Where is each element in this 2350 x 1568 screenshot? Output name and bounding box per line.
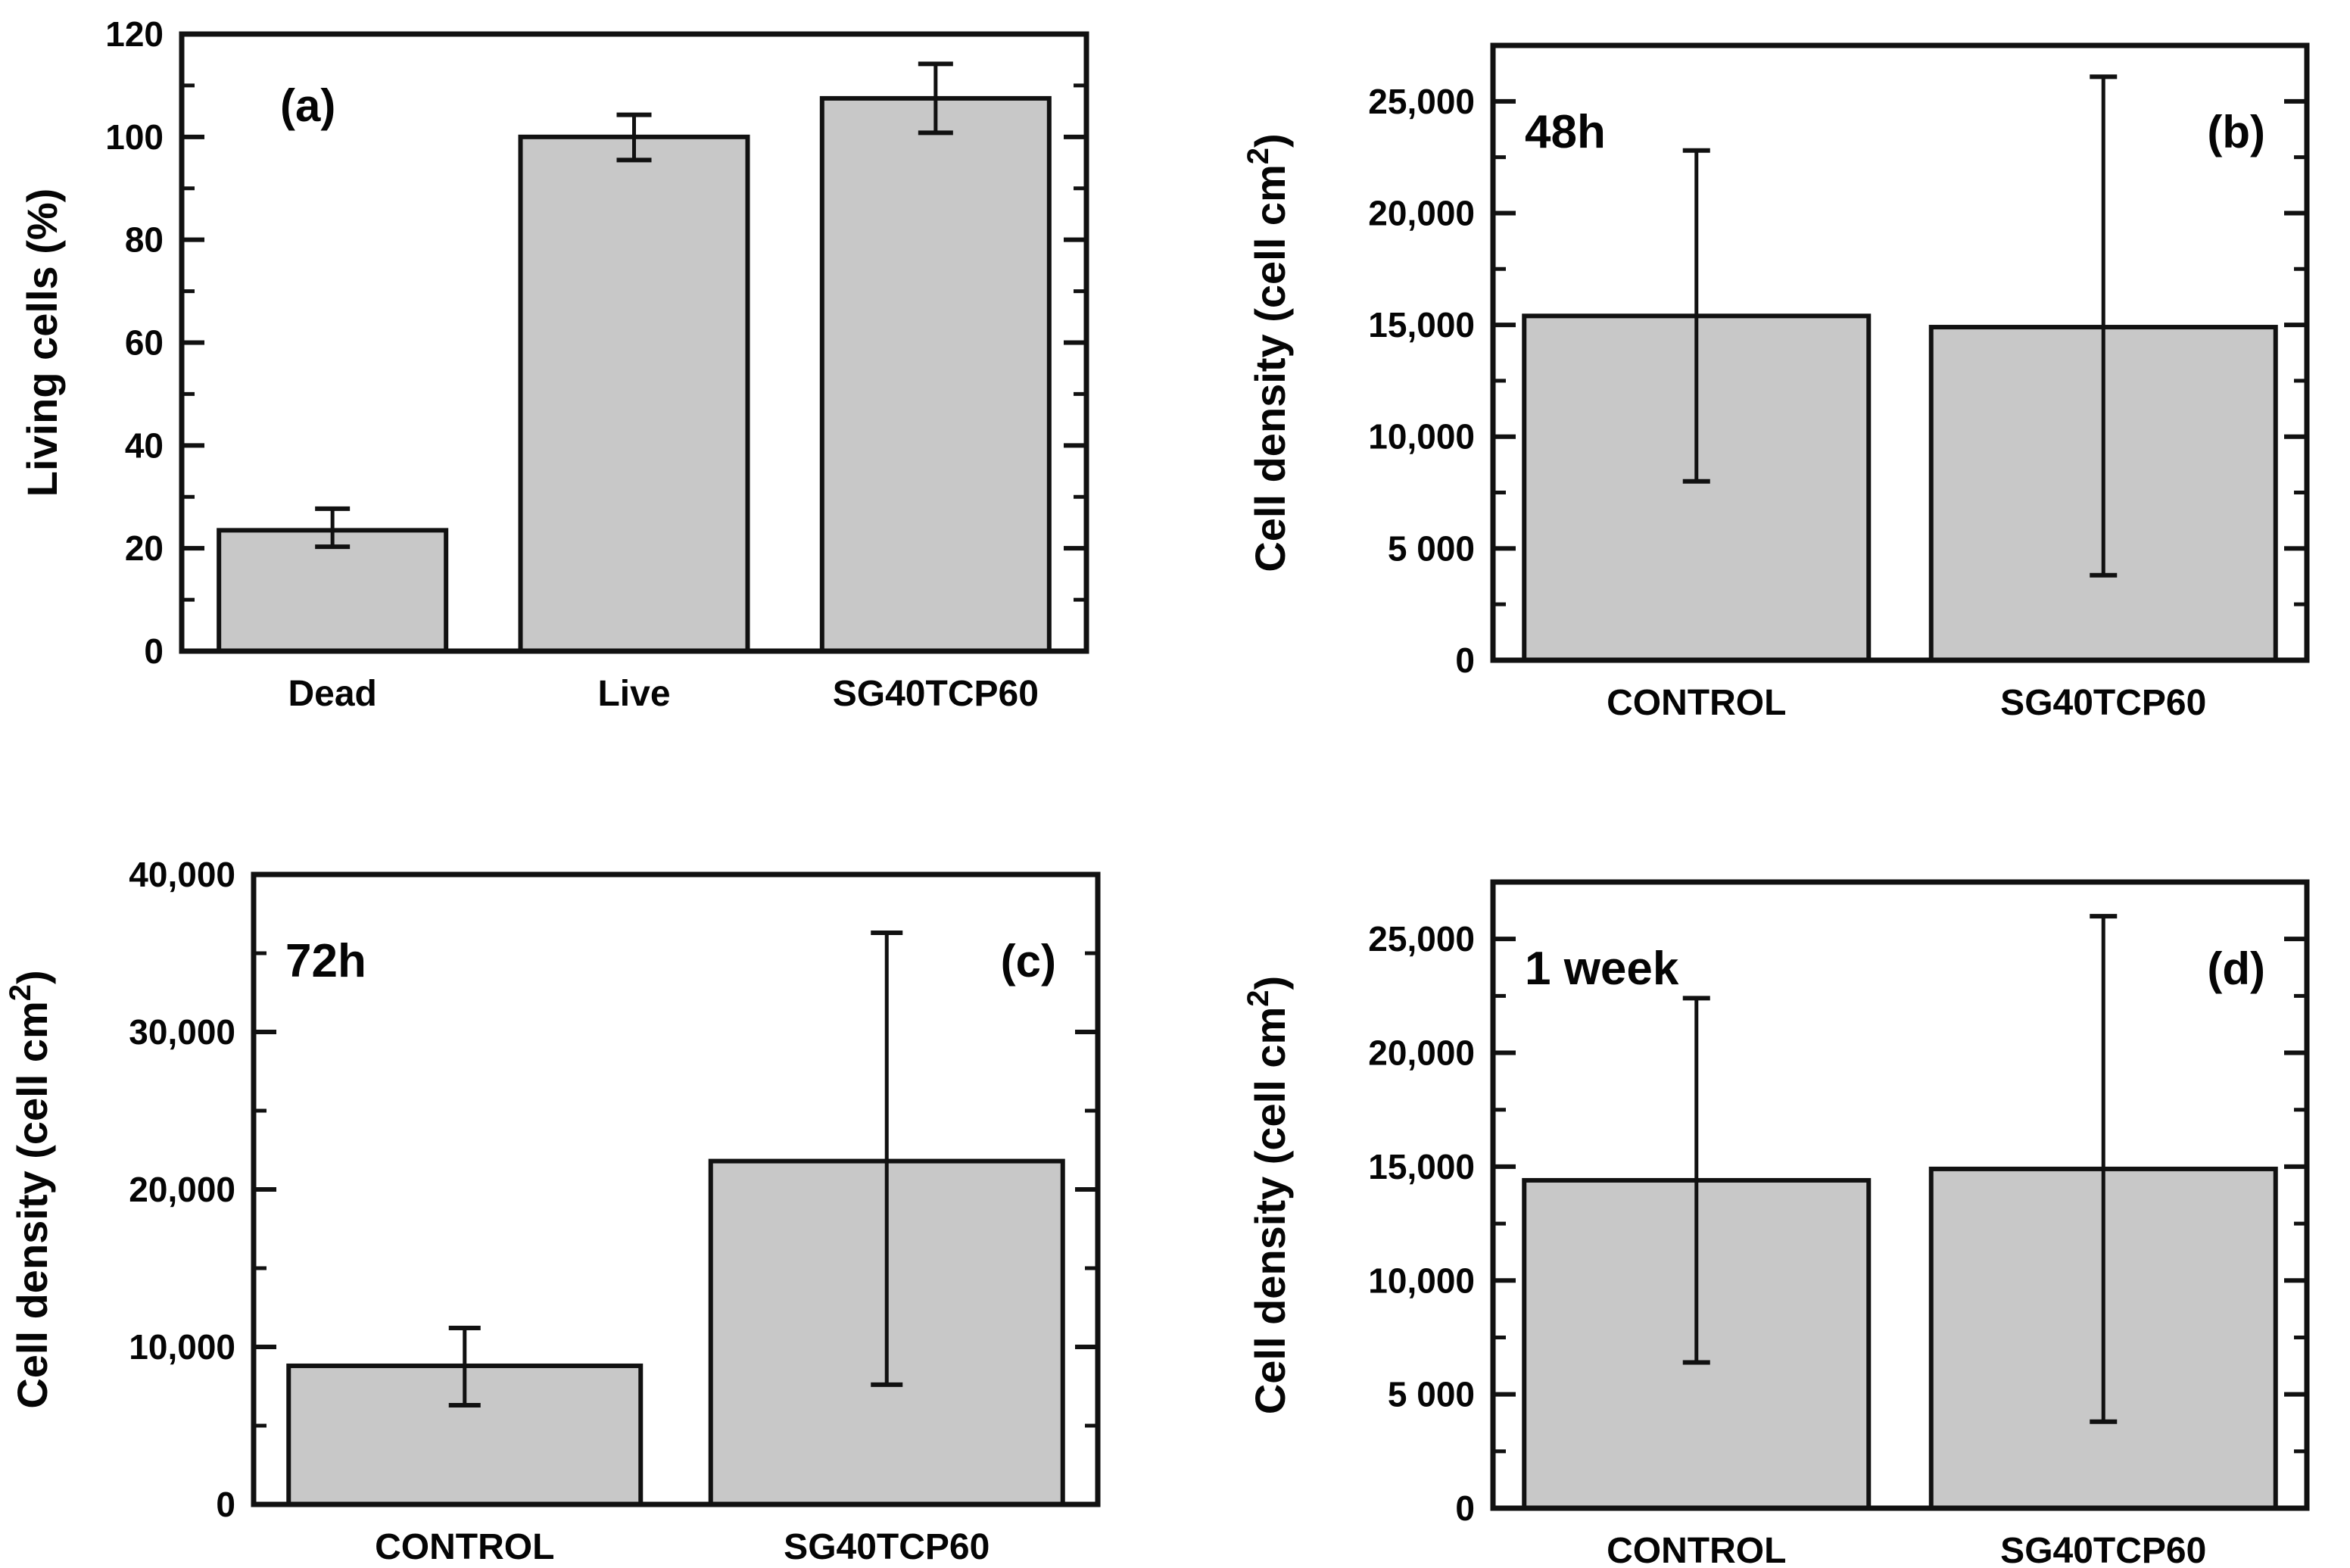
panel-letter: (b): [2207, 107, 2265, 157]
y-axis-title: Cell density (cell cm2): [1242, 976, 1294, 1414]
y-tick-label: 20,000: [129, 1170, 235, 1209]
panel-a-chart: Dead Live SG40TCP60 0 20 40 60 80 100 120 Living c…: [18, 14, 1089, 714]
panel-letter: (c): [1001, 936, 1056, 987]
x-category-label: CONTROL: [1607, 683, 1786, 723]
x-category-label: SG40TCP60: [2000, 1531, 2206, 1568]
timepoint-annotation: 48h: [1525, 106, 1606, 158]
y-tick-label: 0: [144, 631, 164, 671]
x-category-label: SG40TCP60: [833, 674, 1039, 714]
y-tick-label: 10,000: [1368, 1261, 1475, 1300]
bar-sg40tcp60: [819, 95, 1052, 654]
y-tick-label: 25,000: [1368, 919, 1475, 959]
bar-live: [518, 134, 750, 654]
x-category-label: CONTROL: [1607, 1531, 1786, 1568]
y-tick-label: 0: [1455, 641, 1475, 680]
x-category-label: SG40TCP60: [2000, 683, 2206, 723]
y-tick-label: 20,000: [1368, 1033, 1475, 1073]
y-tick-label: 25,000: [1368, 82, 1475, 121]
y-tick-label: 10,000: [1368, 417, 1475, 457]
timepoint-annotation: 1 week: [1525, 943, 1679, 995]
y-tick-label: 0: [1455, 1489, 1475, 1528]
x-category-label: Dead: [288, 674, 376, 714]
panel-c-chart: CONTROL SG40TCP60 0 10,000 20,000 30,000 40,00…: [4, 855, 1101, 1567]
y-tick-label: 10,000: [129, 1327, 235, 1367]
y-tick-label: 0: [216, 1485, 235, 1524]
x-category-label: CONTROL: [375, 1527, 554, 1567]
x-category-label: SG40TCP60: [784, 1527, 990, 1567]
y-axis-title: Cell density (cell cm2): [4, 970, 56, 1408]
plot-frame: [1490, 42, 2310, 663]
panel-b-chart: CONTROL SG40TCP60 0 5 000 10,000 15,000 20,000…: [1242, 42, 2310, 723]
panel-letter: (a): [280, 80, 335, 131]
plot-frame: [1490, 879, 2310, 1511]
y-axis-title: Living cells (%): [18, 189, 66, 497]
y-tick-label: 15,000: [1368, 305, 1475, 344]
panel-c: CONTROL SG40TCP60 0 10,000 20,000 30,000 40,00…: [0, 784, 1175, 1568]
y-tick-label: 20,000: [1368, 193, 1475, 232]
y-tick-label: 80: [125, 220, 164, 260]
y-tick-label: 5 000: [1388, 1375, 1475, 1414]
panel-d-chart: CONTROL SG40TCP60 0 5 000 10,000 15,000 20,000…: [1242, 879, 2310, 1568]
x-category-label: Live: [597, 674, 670, 714]
y-tick-label: 120: [105, 14, 164, 54]
y-tick-label: 5 000: [1388, 528, 1475, 568]
y-tick-label: 20: [125, 528, 164, 568]
bar-dead: [217, 528, 449, 653]
y-tick-label: 40: [125, 426, 164, 465]
panel-d: CONTROL SG40TCP60 0 5 000 10,000 15,000 20,000…: [1175, 784, 2350, 1568]
y-axis-title: Cell density (cell cm2): [1242, 133, 1294, 572]
panel-a: Dead Live SG40TCP60 0 20 40 60 80 100 120 Living c…: [0, 0, 1175, 784]
y-tick-label: 30,000: [129, 1012, 235, 1052]
y-tick-label: 60: [125, 323, 164, 363]
y-tick-label: 40,000: [129, 855, 235, 894]
y-tick-label: 100: [105, 117, 164, 157]
panel-b: CONTROL SG40TCP60 0 5 000 10,000 15,000 20,000…: [1175, 0, 2350, 784]
panel-letter: (d): [2207, 943, 2265, 994]
y-tick-label: 15,000: [1368, 1147, 1475, 1186]
timepoint-annotation: 72h: [285, 935, 366, 987]
